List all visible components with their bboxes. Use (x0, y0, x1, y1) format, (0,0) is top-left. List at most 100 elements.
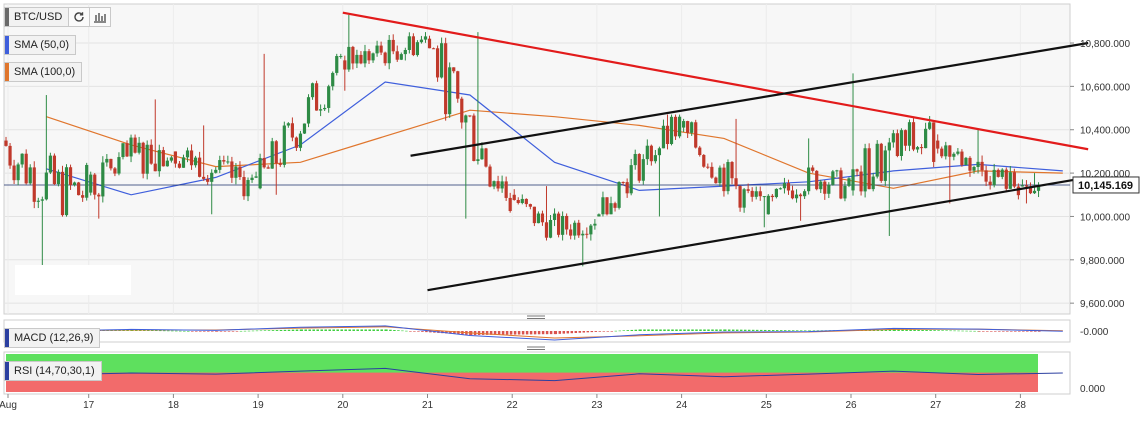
macd-histogram-bar (990, 331, 993, 332)
macd-histogram-bar (610, 331, 614, 332)
candle-body (746, 189, 750, 191)
macd-histogram-bar (1034, 331, 1037, 332)
x-tick-label: 19 (253, 400, 265, 411)
symbol-toolbar[interactable]: BTC/USD (4, 7, 112, 27)
macd-histogram-bar (413, 331, 416, 332)
pane-resize-handle[interactable] (527, 315, 545, 319)
legend-sma50[interactable]: SMA (50,0) (4, 35, 77, 55)
macd-histogram-bar (517, 331, 521, 335)
macd-histogram-bar (179, 330, 182, 332)
candle-body (690, 122, 694, 133)
candle-body (504, 181, 508, 198)
macd-histogram-bar (199, 331, 202, 332)
candle-body (585, 233, 589, 235)
macd-histogram-bar (1006, 331, 1009, 332)
macd-histogram-bar (630, 329, 634, 331)
candle-body (960, 151, 964, 166)
candle-body (807, 167, 811, 192)
macd-histogram-bar (191, 331, 194, 332)
candle-body (181, 157, 186, 168)
macd-histogram-bar (223, 331, 227, 332)
macd-histogram-bar (880, 329, 884, 331)
candle-body (193, 157, 198, 166)
pane-resize-handle[interactable] (527, 346, 545, 350)
macd-histogram-bar (634, 329, 638, 331)
candle-body (32, 167, 36, 202)
macd-histogram-bar (352, 329, 355, 331)
candle-body (738, 186, 742, 208)
candle-body (456, 71, 460, 99)
candle-body (548, 219, 553, 238)
candle-body (915, 147, 920, 150)
legend-macd[interactable]: MACD (12,26,9) (4, 328, 101, 348)
macd-histogram-bar (324, 329, 327, 331)
candle-body (476, 159, 480, 161)
candle-body (56, 171, 61, 185)
refresh-icon[interactable] (68, 8, 90, 26)
trendline-resistance[interactable] (342, 11, 1089, 151)
macd-histogram-bar (159, 330, 162, 332)
candle-body (706, 166, 710, 168)
candle-body (722, 167, 726, 192)
macd-histogram-bar (812, 330, 816, 332)
macd-histogram-bar (251, 330, 255, 332)
candle-body (565, 215, 569, 230)
candle-body (573, 222, 577, 236)
candle-body (1008, 172, 1012, 189)
bar-chart-icon[interactable] (89, 8, 111, 26)
candle-body (480, 148, 484, 160)
candle-body (686, 121, 690, 133)
macd-histogram-bar (300, 329, 303, 331)
candle-body (540, 213, 545, 223)
candle-body (682, 121, 686, 128)
macd-histogram-bar (147, 330, 150, 331)
sma50-line (46, 81, 1063, 196)
candle-body (452, 67, 456, 72)
candle-body (278, 163, 282, 165)
macd-histogram-bar (255, 330, 259, 332)
legend-sma100[interactable]: SMA (100,0) (4, 62, 83, 82)
candle-body (1032, 190, 1037, 194)
macd-histogram-bar (393, 329, 396, 331)
macd-histogram-bar (715, 329, 718, 331)
macd-histogram-bar (643, 329, 646, 331)
macd-histogram-bar (795, 330, 799, 331)
y-tick-label: 9,600.000 (1080, 299, 1125, 310)
macd-histogram-bar (562, 331, 566, 334)
candle-body (895, 133, 899, 157)
candle-body (153, 163, 157, 172)
legend-sma100-label: SMA (100,0) (14, 66, 76, 78)
macd-histogram-bar (799, 330, 803, 331)
candle-body (464, 115, 468, 123)
candle-body (52, 155, 57, 185)
macd-histogram-bar (175, 330, 178, 332)
macd-histogram-bar (1030, 331, 1033, 332)
candle-body (230, 161, 234, 178)
macd-histogram-bar (389, 329, 392, 331)
macd-histogram-bar (791, 330, 795, 331)
candle-body (335, 56, 339, 73)
macd-histogram-bar (332, 329, 335, 331)
candle-body (714, 177, 718, 184)
candle-body (266, 167, 270, 169)
legend-rsi-label: RSI (14,70,30,1) (14, 365, 95, 377)
candle-body (956, 151, 960, 154)
macd-histogram-bar (235, 331, 239, 332)
legend-rsi[interactable]: RSI (14,70,30,1) (4, 361, 102, 381)
candle-body (141, 142, 145, 174)
macd-histogram-bar (368, 329, 371, 331)
macd-histogram-bar (385, 329, 388, 331)
macd-histogram-bar (279, 329, 283, 331)
macd-histogram-bar (779, 330, 783, 331)
trendline-channel-top[interactable] (410, 41, 1089, 157)
macd-histogram-bar (227, 331, 231, 332)
candle-body (198, 157, 202, 177)
macd-histogram-bar (308, 329, 311, 331)
macd-histogram-bar (558, 331, 562, 334)
x-tick-label: 27 (930, 400, 942, 411)
macd-histogram-bar (239, 330, 243, 332)
candle-body (508, 197, 512, 211)
candle-body (665, 125, 670, 145)
trendline-channel-bottom[interactable] (427, 176, 1089, 292)
